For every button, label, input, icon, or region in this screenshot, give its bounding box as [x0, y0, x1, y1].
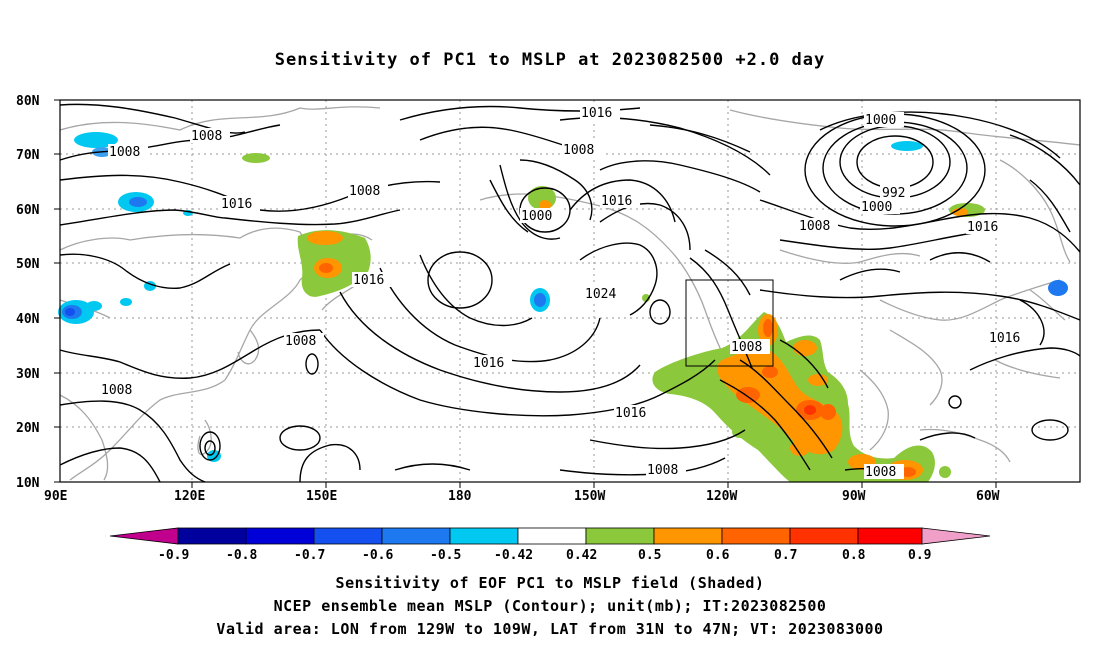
colorbar-tick: 0.8 — [842, 548, 866, 563]
lon-label: 60W — [976, 489, 1000, 504]
contour-label: 1016 — [581, 106, 612, 121]
lon-label: 90W — [842, 489, 866, 504]
colorbar-swatch — [857, 527, 923, 545]
contour-label: 1016 — [989, 331, 1020, 346]
contour-label: 1008 — [731, 340, 762, 355]
colorbar-high-extend — [921, 527, 991, 545]
contour-label: 1016 — [601, 194, 632, 209]
contour-label: 1008 — [799, 219, 830, 234]
colorbar-swatch — [245, 527, 315, 545]
lat-label: 10N — [16, 476, 40, 491]
caption-line-1: Sensitivity of EOF PC1 to MSLP field (Sh… — [335, 574, 765, 592]
contour-label: 1016 — [473, 356, 504, 371]
colorbar-swatch — [585, 527, 655, 545]
contour-label: 1016 — [967, 220, 998, 235]
lat-label: 80N — [16, 94, 40, 109]
lon-label: 120E — [174, 489, 205, 504]
contour-label: 1016 — [615, 406, 646, 421]
latitude-labels: 80N 70N 60N 50N 40N 30N 20N 10N — [16, 94, 40, 491]
colorbar-tick: 0.9 — [908, 548, 931, 563]
colorbar-tick: 0.42 — [566, 548, 597, 563]
contour-label: 1008 — [865, 465, 896, 480]
contour-label: 1008 — [101, 383, 132, 398]
valid-area-box — [685, 279, 774, 367]
axis-ticks — [54, 99, 997, 488]
colorbar-swatch — [177, 527, 247, 545]
colorbar-tick: -0.7 — [294, 548, 325, 563]
colorbar-tick: -0.6 — [362, 548, 393, 563]
lon-label: 180 — [448, 489, 472, 504]
map-title: Sensitivity of PC1 to MSLP at 2023082500… — [274, 50, 826, 70]
contour-label: 1016 — [221, 197, 252, 212]
contour-label: 1008 — [647, 463, 678, 478]
colorbar-tick: 0.6 — [706, 548, 730, 563]
colorbar-tick-labels: -0.9 -0.8 -0.7 -0.6 -0.5 -0.42 0.42 0.5 … — [158, 548, 931, 563]
colorbar-tick: -0.5 — [430, 548, 461, 563]
colorbar-tick: -0.8 — [226, 548, 257, 563]
longitude-labels: 90E 120E 150E 180 150W 120W 90W 60W — [44, 489, 1000, 504]
contour-label: 1008 — [191, 129, 222, 144]
lat-label: 60N — [16, 203, 40, 218]
contour-label: 992 — [882, 186, 905, 201]
colorbar-swatch — [313, 527, 383, 545]
contour-label: 1008 — [109, 145, 140, 160]
colorbar: -0.9 -0.8 -0.7 -0.6 -0.5 -0.42 0.42 0.5 … — [109, 527, 991, 563]
colorbar-swatch — [653, 527, 723, 545]
colorbar-tick: -0.42 — [494, 548, 533, 563]
contour-label: 1000 — [865, 113, 896, 128]
lon-label: 90E — [44, 489, 67, 504]
colorbar-tick: 0.7 — [774, 548, 797, 563]
lat-label: 40N — [16, 312, 40, 327]
colorbar-swatch — [789, 527, 859, 545]
lat-label: 50N — [16, 257, 40, 272]
contour-label: 1000 — [521, 209, 552, 224]
colorbar-swatch — [721, 527, 791, 545]
colorbar-swatch — [449, 527, 519, 545]
colorbar-swatch — [517, 527, 587, 545]
caption-line-2: NCEP ensemble mean MSLP (Contour); unit(… — [273, 597, 827, 615]
contour-label: 1008 — [285, 334, 316, 349]
lat-label: 70N — [16, 148, 40, 163]
map-plot: 1008 1008 1016 1008 1016 1000 1008 1016 … — [58, 99, 1081, 483]
contour-label: 1016 — [353, 273, 384, 288]
lon-label: 120W — [706, 489, 737, 504]
contour-label: 1008 — [563, 143, 594, 158]
lat-label: 30N — [16, 367, 40, 382]
lon-label: 150E — [306, 489, 337, 504]
contour-label: 1008 — [349, 184, 380, 199]
lon-label: 150W — [574, 489, 605, 504]
colorbar-tick: -0.9 — [158, 548, 189, 563]
contour-label: 1000 — [861, 200, 892, 215]
lat-label: 20N — [16, 421, 40, 436]
colorbar-low-extend — [109, 527, 179, 545]
contour-labels: 1008 1008 1016 1008 1016 1000 1008 1016 … — [100, 105, 1028, 480]
colorbar-swatch — [381, 527, 451, 545]
colorbar-tick: 0.5 — [638, 548, 661, 563]
contour-label: 1024 — [585, 287, 616, 302]
caption-line-3: Valid area: LON from 129W to 109W, LAT f… — [216, 620, 884, 638]
